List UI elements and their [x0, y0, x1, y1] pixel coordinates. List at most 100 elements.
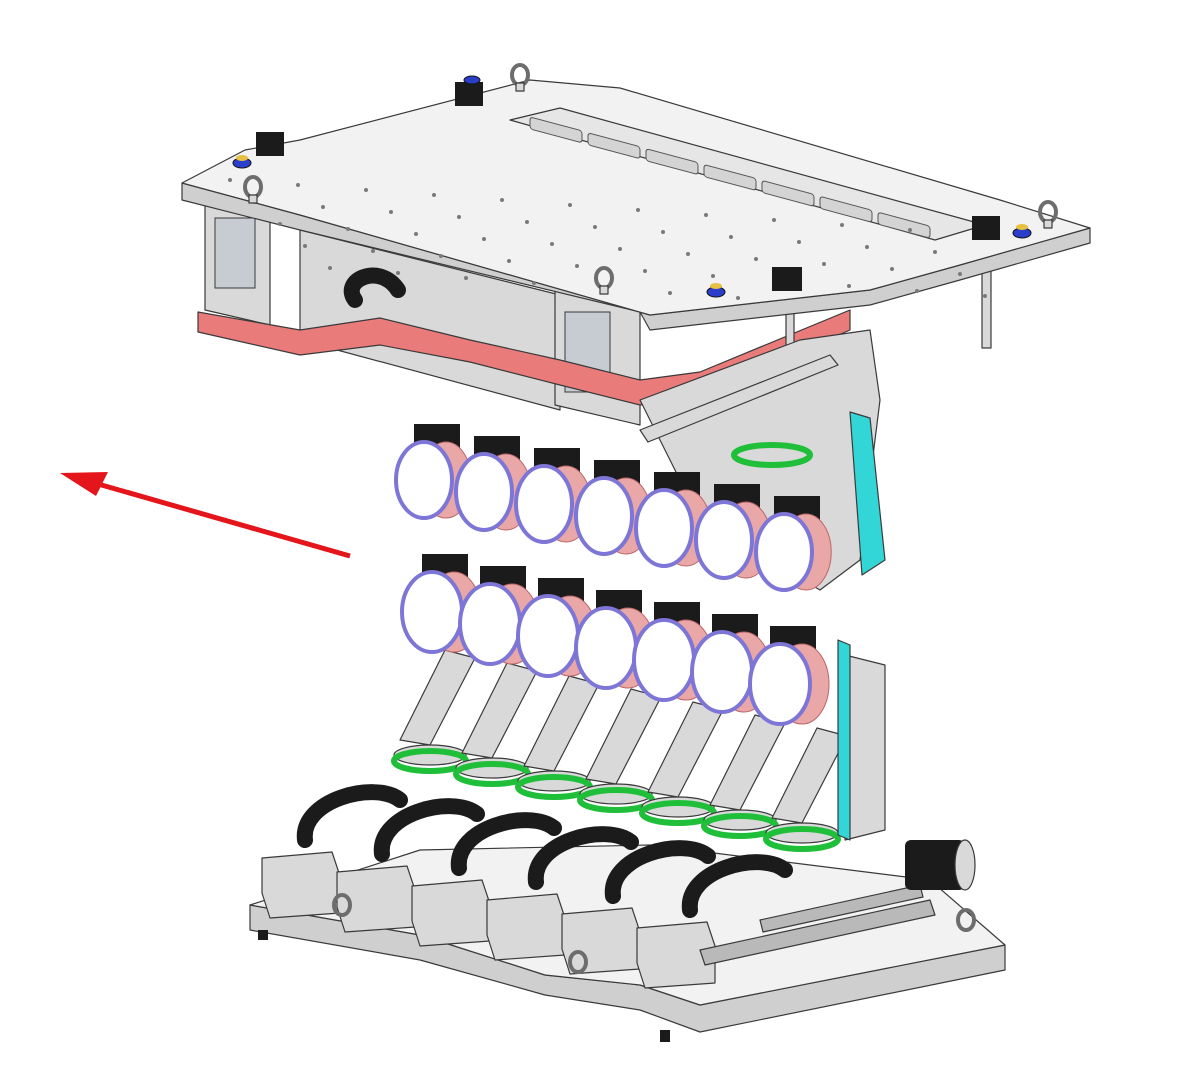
plate-hole — [636, 208, 640, 212]
black-block-4 — [972, 216, 1000, 240]
base-block — [636, 921, 716, 989]
plate-hole — [550, 242, 554, 246]
plate-hole — [915, 289, 919, 293]
plate-hole — [643, 269, 647, 273]
plate-hole — [278, 222, 282, 226]
cable-chain-segment — [681, 854, 793, 918]
plate-hole — [364, 188, 368, 192]
plate-hole — [983, 294, 987, 298]
plate-hole — [668, 291, 672, 295]
plate-hole — [500, 198, 504, 202]
recess-pocket — [645, 148, 699, 175]
blue-knob-icon — [232, 155, 252, 169]
upper-lens-row — [394, 424, 832, 592]
recess-pocket — [529, 117, 583, 143]
cable-chain-segment — [343, 267, 406, 308]
lens-face — [754, 512, 814, 592]
base-foot — [258, 930, 268, 940]
recess-pocket — [587, 132, 641, 159]
cyan-panel-lower — [837, 639, 851, 841]
lens-module-icon — [634, 472, 712, 568]
plate-hole — [321, 205, 325, 209]
base-block — [486, 893, 566, 961]
recess-pocket — [819, 196, 873, 223]
plate-hole — [296, 183, 300, 187]
lens-face — [394, 440, 454, 520]
green-ring-upper — [731, 442, 813, 468]
lens-module-icon — [748, 626, 830, 726]
eyebolt-icon — [956, 908, 976, 932]
black-block-1 — [455, 82, 483, 106]
plate-hole — [736, 296, 740, 300]
plate-hole — [593, 225, 597, 229]
plate-hole — [568, 203, 572, 207]
eyebolt-icon — [243, 175, 263, 204]
plate-hole — [575, 264, 579, 268]
eyebolt-icon — [1038, 200, 1058, 229]
blue-knob-icon — [463, 75, 481, 85]
support-brackets — [399, 649, 848, 824]
lower-side-plate — [844, 654, 886, 841]
plate-hole — [389, 210, 393, 214]
angled-bracket — [771, 727, 848, 824]
plate-hole — [822, 262, 826, 266]
plate-hole — [840, 223, 844, 227]
angled-bracket — [647, 701, 724, 798]
lens-face — [454, 452, 514, 532]
plate-hole — [847, 284, 851, 288]
blue-knob-icon — [706, 283, 726, 298]
lens-face — [748, 642, 812, 726]
lens-module-icon — [574, 460, 652, 556]
plate-hole — [371, 249, 375, 253]
plate-hole — [704, 213, 708, 217]
recess-pocket — [761, 180, 815, 207]
upper-cable-chain — [343, 267, 406, 308]
red-direction-arrow-icon — [60, 472, 351, 559]
plate-hole — [532, 281, 536, 285]
plate-hole — [414, 232, 418, 236]
base-block — [561, 907, 641, 975]
plate-hole — [439, 254, 443, 258]
top-plate — [181, 79, 1091, 316]
recess-pocket — [877, 212, 931, 238]
angled-bracket — [523, 675, 600, 772]
lens-face — [574, 476, 634, 556]
lens-face — [574, 606, 638, 690]
plate-hole — [686, 252, 690, 256]
plate-hole — [958, 272, 962, 276]
angled-bracket — [461, 662, 538, 759]
lens-face — [690, 630, 754, 714]
front-linear-rail — [699, 899, 936, 966]
lens-face — [514, 464, 574, 544]
cable-chain-segment — [450, 812, 562, 876]
plate-hole — [797, 240, 801, 244]
base-foot — [660, 1030, 670, 1042]
upper-lateral-rail — [639, 354, 839, 443]
eyebolt-icon — [568, 950, 588, 974]
red-frame-band — [197, 309, 851, 406]
black-block-2 — [256, 132, 284, 156]
plate-hole — [729, 235, 733, 239]
rear-linear-rail — [759, 884, 924, 933]
blue-knob-icon — [1012, 224, 1032, 239]
side-motor — [905, 840, 965, 890]
plate-hole — [865, 245, 869, 249]
recess-pockets — [529, 117, 931, 238]
lower-assembly — [249, 554, 1006, 1042]
black-block-3 — [772, 267, 802, 291]
plate-hole — [754, 257, 758, 261]
upper-frame-window-1 — [214, 217, 256, 289]
plate-hole — [933, 250, 937, 254]
plate-hole — [346, 227, 350, 231]
plate-hole — [908, 228, 912, 232]
cable-chain-segment — [296, 784, 408, 848]
plate-hole — [711, 274, 715, 278]
plate-hole — [525, 220, 529, 224]
eyebolt-icon — [594, 266, 614, 295]
base-block — [411, 879, 491, 947]
cable-chain-segment — [373, 798, 485, 862]
plate-hole — [464, 276, 468, 280]
eyebolt-icon — [332, 893, 352, 917]
recess-pocket — [703, 164, 757, 191]
